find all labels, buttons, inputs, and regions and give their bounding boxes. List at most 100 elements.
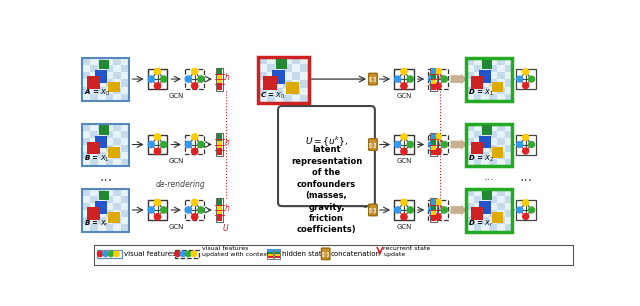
Bar bbox=[489, 58, 497, 65]
Text: recurrent state
update: recurrent state update bbox=[383, 246, 430, 257]
Bar bbox=[113, 131, 121, 138]
Bar bbox=[113, 189, 121, 196]
Text: h: h bbox=[225, 73, 230, 82]
Bar bbox=[108, 212, 120, 223]
Circle shape bbox=[191, 214, 198, 220]
Bar bbox=[481, 145, 489, 152]
Bar bbox=[113, 138, 121, 145]
Bar bbox=[466, 65, 474, 73]
Circle shape bbox=[401, 134, 407, 140]
Bar bbox=[113, 73, 121, 80]
Bar bbox=[94, 244, 573, 265]
Bar bbox=[474, 138, 481, 145]
Circle shape bbox=[148, 76, 154, 82]
Bar bbox=[466, 225, 474, 232]
Bar bbox=[83, 65, 90, 73]
Circle shape bbox=[161, 141, 167, 147]
Circle shape bbox=[191, 199, 198, 205]
Circle shape bbox=[186, 207, 191, 213]
Bar bbox=[300, 72, 308, 80]
Bar bbox=[489, 138, 497, 145]
Bar bbox=[90, 145, 98, 152]
Text: r: r bbox=[439, 204, 442, 213]
Circle shape bbox=[435, 83, 441, 89]
Bar bbox=[273, 70, 285, 84]
Bar bbox=[482, 125, 492, 135]
Bar bbox=[275, 252, 280, 254]
Circle shape bbox=[394, 76, 401, 82]
Bar bbox=[466, 152, 474, 159]
Bar bbox=[497, 58, 505, 65]
Circle shape bbox=[523, 214, 529, 219]
Bar bbox=[431, 215, 436, 221]
Bar bbox=[474, 145, 481, 152]
Text: [:]: [:] bbox=[322, 251, 330, 256]
Bar bbox=[481, 65, 489, 73]
Bar bbox=[87, 76, 100, 89]
Bar bbox=[106, 65, 113, 73]
Bar bbox=[113, 65, 121, 73]
Bar bbox=[497, 225, 505, 232]
Bar bbox=[268, 254, 273, 256]
Bar bbox=[284, 72, 292, 80]
Bar bbox=[489, 80, 497, 87]
Circle shape bbox=[407, 141, 413, 147]
Bar bbox=[466, 218, 474, 225]
Bar bbox=[489, 203, 497, 210]
Bar bbox=[83, 138, 90, 145]
Bar bbox=[83, 124, 90, 131]
Bar bbox=[284, 88, 292, 95]
Bar bbox=[95, 70, 107, 83]
Bar bbox=[106, 196, 113, 203]
Bar bbox=[217, 148, 222, 155]
Bar bbox=[217, 68, 222, 75]
Bar bbox=[274, 249, 280, 259]
FancyBboxPatch shape bbox=[369, 139, 377, 150]
Bar bbox=[489, 189, 497, 196]
Bar bbox=[275, 88, 284, 95]
Text: D = $X_1$: D = $X_1$ bbox=[467, 88, 493, 98]
Text: GCN: GCN bbox=[396, 224, 412, 230]
Bar bbox=[113, 80, 121, 87]
Text: GCN: GCN bbox=[168, 224, 184, 230]
Bar bbox=[505, 58, 513, 65]
Bar bbox=[431, 79, 436, 84]
Bar bbox=[481, 94, 489, 101]
Bar bbox=[217, 83, 222, 90]
Bar bbox=[106, 87, 113, 94]
Bar bbox=[470, 141, 483, 154]
Text: GCN: GCN bbox=[396, 159, 412, 164]
Bar bbox=[106, 138, 113, 145]
Bar bbox=[108, 82, 120, 92]
Bar bbox=[466, 124, 513, 166]
Bar bbox=[466, 189, 474, 196]
Circle shape bbox=[154, 214, 161, 220]
Bar bbox=[175, 250, 199, 258]
Bar bbox=[489, 225, 497, 232]
Bar bbox=[431, 68, 436, 74]
Bar bbox=[489, 159, 497, 166]
Bar bbox=[106, 145, 113, 152]
Bar bbox=[497, 145, 505, 152]
Bar bbox=[479, 136, 491, 148]
Bar bbox=[284, 95, 292, 103]
Bar bbox=[481, 138, 489, 145]
Circle shape bbox=[516, 207, 523, 213]
Circle shape bbox=[401, 68, 407, 75]
Bar bbox=[474, 189, 481, 196]
Bar bbox=[98, 218, 106, 225]
Bar bbox=[106, 210, 113, 218]
FancyArrow shape bbox=[451, 205, 467, 215]
Bar bbox=[98, 80, 106, 87]
Bar bbox=[505, 203, 513, 210]
Bar bbox=[481, 87, 489, 94]
Bar bbox=[466, 87, 474, 94]
Bar bbox=[431, 205, 436, 210]
Bar bbox=[259, 72, 267, 80]
Circle shape bbox=[191, 68, 198, 75]
Circle shape bbox=[435, 134, 441, 140]
FancyBboxPatch shape bbox=[369, 204, 377, 216]
Circle shape bbox=[154, 134, 161, 140]
Bar bbox=[121, 124, 129, 131]
Bar bbox=[98, 145, 106, 152]
